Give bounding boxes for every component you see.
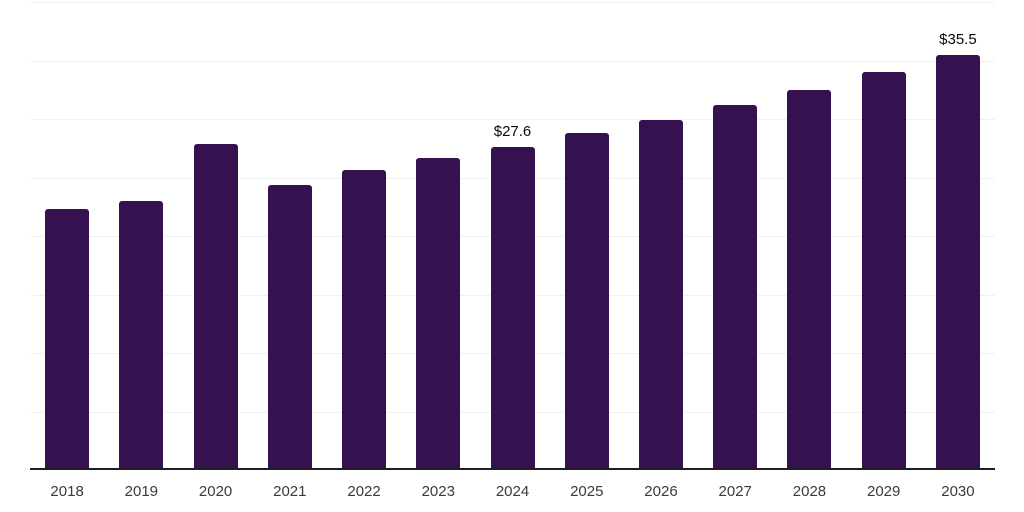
x-tick-label-2029: 2029 xyxy=(867,483,901,500)
bar-slot-2026 xyxy=(624,2,698,470)
bar-slot-2023 xyxy=(401,2,475,470)
bar-slot-2018 xyxy=(30,2,104,470)
data-label-2030: $35.5 xyxy=(939,30,977,48)
x-tick-label-2030: 2030 xyxy=(941,483,975,500)
x-tick-label-2025: 2025 xyxy=(570,483,604,500)
data-label-2024: $27.6 xyxy=(493,123,532,141)
x-tick-label-2026: 2026 xyxy=(644,483,678,500)
bar-slot-2020 xyxy=(178,2,252,470)
plot-area: $27.6 $35.5 xyxy=(30,2,995,470)
bar-slot-2029 xyxy=(847,2,921,470)
x-tick-label-2018: 2018 xyxy=(50,483,84,500)
bar-slot-2025 xyxy=(550,2,624,470)
bar-2026 xyxy=(638,120,683,470)
bar-2025 xyxy=(564,133,609,470)
bar-2019 xyxy=(119,200,164,470)
bar-2028 xyxy=(787,89,832,470)
x-tick-label-2024: 2024 xyxy=(495,483,530,500)
x-tick-label-2021: 2021 xyxy=(273,483,307,500)
bar-2029 xyxy=(861,72,906,470)
bar-2020 xyxy=(193,143,238,470)
bar-2023 xyxy=(416,157,461,470)
x-tick-label-2020: 2020 xyxy=(198,483,233,500)
bar-2022 xyxy=(342,170,387,470)
x-tick-label-2022: 2022 xyxy=(347,483,381,500)
x-tick-label-2023: 2023 xyxy=(421,483,455,500)
bar-slot-2021 xyxy=(253,2,327,470)
gridline-40 xyxy=(30,2,995,3)
bar-slot-2019 xyxy=(104,2,178,470)
bar-2018 xyxy=(45,209,90,470)
gridline-30 xyxy=(30,119,995,120)
bars-layer: $27.6 $35.5 xyxy=(30,2,995,470)
bar-slot-2028 xyxy=(772,2,846,470)
x-tick-label-2028: 2028 xyxy=(792,483,827,500)
x-axis-tick-labels: 2018 2019 2020 2021 2022 2023 2024 2025 2026 2027… xyxy=(30,484,995,499)
bar-slot-2027 xyxy=(698,2,772,470)
bar-slot-2022 xyxy=(327,2,401,470)
x-axis-line xyxy=(30,468,995,470)
x-tick-label-2019: 2019 xyxy=(124,483,159,500)
bar-2021 xyxy=(267,184,312,470)
gridline-35 xyxy=(30,60,995,62)
bar-2027 xyxy=(713,104,758,470)
bar-2024 xyxy=(490,147,535,470)
x-tick-label-2027: 2027 xyxy=(718,483,752,500)
bar-slot-2024: $27.6 xyxy=(475,2,549,470)
bar-slot-2030: $35.5 xyxy=(921,2,995,470)
bar-2030 xyxy=(935,54,980,470)
